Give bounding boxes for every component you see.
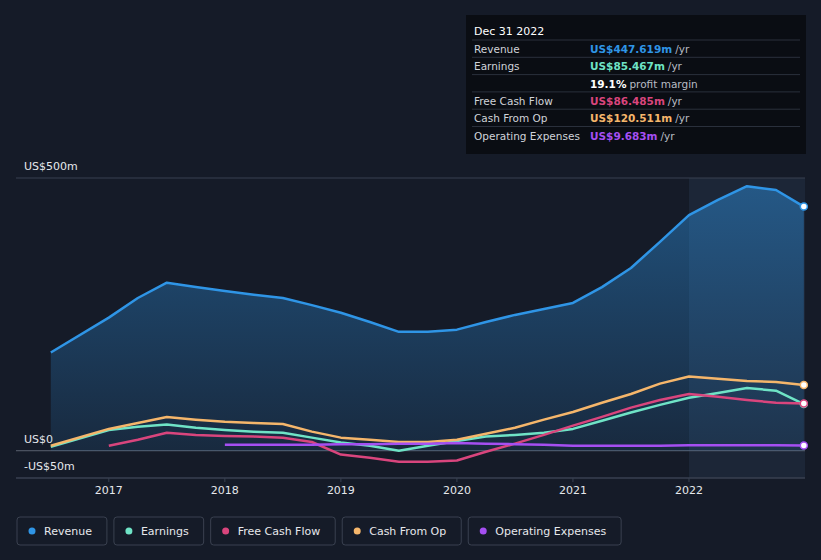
tooltip-label: Earnings	[474, 60, 520, 72]
grid-line	[16, 178, 805, 179]
legend-swatch	[29, 528, 36, 535]
tooltip-label: Free Cash Flow	[474, 95, 553, 107]
x-tick-label: 2022	[675, 484, 703, 497]
grid-line	[16, 478, 805, 479]
x-tick-label: 2018	[211, 484, 239, 497]
legend-swatch	[125, 528, 132, 535]
tooltip-unit: /yr	[675, 43, 690, 55]
tooltip-value: US$447.619m	[590, 43, 672, 55]
line	[109, 394, 804, 462]
background	[0, 0, 821, 560]
y-tick-label: -US$50m	[24, 460, 75, 473]
tooltip-separator	[472, 57, 800, 58]
legend-box	[342, 517, 461, 545]
tooltip-separator	[472, 40, 800, 41]
x-tick-label: 2020	[443, 484, 471, 497]
tooltip-label: Operating Expenses	[474, 130, 580, 142]
tooltip-unit: profit margin	[629, 78, 697, 90]
legend-label: Free Cash Flow	[238, 525, 321, 538]
legend-label: Cash From Op	[369, 525, 446, 538]
legend-swatch	[222, 528, 229, 535]
tooltip-value: US$9.683m	[590, 130, 658, 142]
legend-label: Operating Expenses	[495, 525, 606, 538]
legend-box	[17, 517, 107, 545]
line	[225, 443, 804, 446]
legend-box	[468, 517, 621, 545]
tooltip-unit: /yr	[675, 112, 690, 124]
legend-swatch	[354, 528, 361, 535]
legend-box	[211, 517, 336, 545]
legend-label: Revenue	[44, 525, 92, 538]
tooltip-value: US$86.485m	[590, 95, 665, 107]
legend-label: Earnings	[141, 525, 189, 538]
tooltip-label: Cash From Op	[474, 112, 548, 124]
tooltip: Dec 31 2022 Revenue US$447.619m/yr Earnings…	[466, 15, 806, 154]
tooltip-title: Dec 31 2022	[474, 25, 544, 38]
line	[51, 377, 804, 446]
tooltip-box	[466, 15, 806, 154]
end-marker	[800, 442, 807, 449]
area	[51, 186, 804, 451]
x-axis-line	[16, 478, 805, 479]
end-marker	[800, 381, 807, 388]
legend-swatch	[480, 528, 487, 535]
tooltip-separator	[472, 91, 800, 92]
tooltip-value: US$120.511m	[590, 112, 672, 124]
tooltip-unit: /yr	[668, 95, 683, 107]
end-marker	[800, 401, 807, 408]
plot-area	[51, 186, 804, 461]
tooltip-value: US$85.467m	[590, 60, 665, 72]
tooltip-unit: /yr	[668, 60, 683, 72]
end-marker	[800, 203, 807, 210]
x-tick	[688, 478, 689, 482]
x-tick-label: 2017	[95, 484, 123, 497]
x-tick	[456, 478, 457, 482]
tooltip-separator	[472, 109, 800, 110]
y-tick-label: US$0	[24, 433, 53, 446]
tooltip-separator	[472, 126, 800, 127]
legend: Revenue Earnings Free Cash Flow Cash From O…	[17, 517, 621, 545]
line	[51, 186, 804, 352]
tooltip-separator	[472, 74, 800, 75]
x-tick	[340, 478, 341, 482]
x-tick-label: 2021	[559, 484, 587, 497]
legend-box	[114, 517, 204, 545]
chart: -US$50m US$0 US$500m 2017 2018 2019 2020 2021 20…	[0, 0, 821, 560]
tooltip-value: 19.1%	[590, 78, 627, 90]
end-marker	[800, 400, 807, 407]
tooltip-unit: /yr	[661, 130, 676, 142]
x-tick	[572, 478, 573, 482]
y-tick-label: US$500m	[24, 160, 78, 173]
x-tick	[224, 478, 225, 482]
x-tick	[108, 478, 109, 482]
tooltip-label: Revenue	[474, 43, 520, 55]
x-tick-label: 2019	[327, 484, 355, 497]
